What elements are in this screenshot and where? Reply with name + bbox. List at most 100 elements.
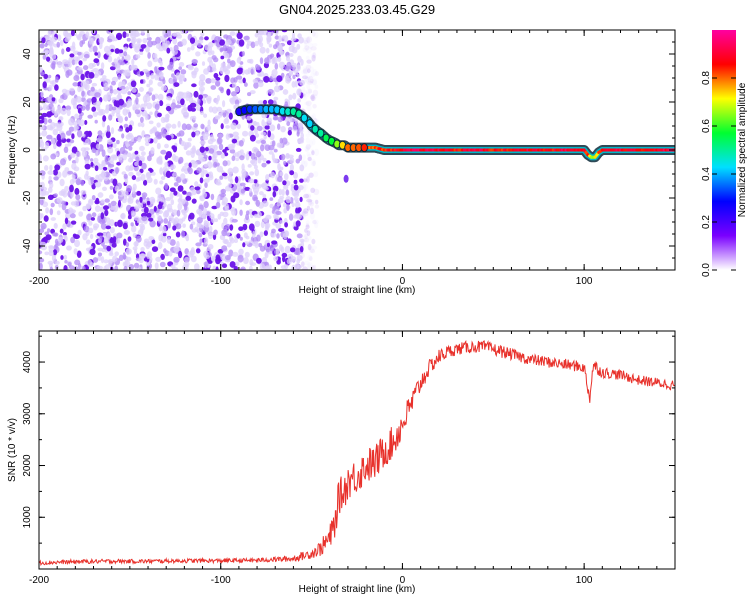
noise-speck xyxy=(140,44,147,49)
noise-speck xyxy=(48,250,54,257)
noise-speck xyxy=(309,66,314,73)
noise-speck xyxy=(244,82,248,87)
noise-speck xyxy=(255,199,260,207)
noise-speck xyxy=(46,56,51,62)
noise-speck xyxy=(196,208,203,215)
noise-speck xyxy=(175,104,182,109)
noise-speck xyxy=(139,253,146,259)
x-tick-label: -100 xyxy=(211,276,231,287)
noise-speck xyxy=(179,194,183,202)
noise-speck xyxy=(308,30,314,34)
noise-speck xyxy=(311,238,316,245)
noise-speck xyxy=(296,233,303,239)
noise-speck xyxy=(96,104,101,111)
noise-speck xyxy=(213,144,218,151)
noise-speck xyxy=(109,238,115,244)
noise-speck xyxy=(302,79,307,84)
noise-speck xyxy=(298,36,304,44)
noise-speck xyxy=(275,248,280,256)
noise-speck xyxy=(131,212,136,217)
noise-speck xyxy=(282,89,289,95)
noise-speck xyxy=(239,182,246,187)
noise-speck xyxy=(54,260,60,265)
noise-speck xyxy=(110,200,117,206)
noise-speck xyxy=(296,255,303,261)
noise-speck xyxy=(139,168,144,174)
noise-speck xyxy=(172,37,178,45)
noise-speck xyxy=(68,207,74,215)
snr-panel: -200 -100 0 100 1000 2000 3000 4000 Height of s… xyxy=(7,330,676,595)
noise-speck xyxy=(312,138,316,146)
noise-speck xyxy=(193,123,199,128)
noise-speck xyxy=(208,232,213,240)
noise-speck xyxy=(312,103,317,109)
noise-speck xyxy=(296,73,300,78)
noise-speck xyxy=(50,217,56,221)
noise-speck xyxy=(305,64,312,70)
noise-speck xyxy=(118,254,124,261)
noise-speck xyxy=(124,116,128,122)
noise-speck xyxy=(47,74,52,79)
noise-speck xyxy=(79,40,84,48)
noise-speck xyxy=(305,224,310,230)
noise-speck xyxy=(150,73,155,80)
noise-speck xyxy=(186,191,192,197)
noise-speck xyxy=(226,108,232,113)
noise-speck xyxy=(43,215,49,222)
noise-speck xyxy=(133,216,140,221)
noise-speck xyxy=(73,200,80,208)
noise-speck xyxy=(54,84,59,91)
noise-speck xyxy=(191,161,198,168)
noise-speck xyxy=(304,228,308,233)
noise-speck xyxy=(288,71,294,76)
noise-speck xyxy=(134,205,140,210)
noise-speck xyxy=(62,223,67,230)
noise-speck xyxy=(103,82,109,91)
noise-speck xyxy=(247,67,251,75)
noise-speck xyxy=(272,190,277,198)
noise-speck xyxy=(95,100,102,107)
noise-speck xyxy=(236,75,243,80)
noise-speck xyxy=(293,197,299,201)
noise-speck xyxy=(109,194,114,200)
noise-speck xyxy=(127,198,134,204)
noise-speck xyxy=(45,207,49,214)
noise-speck xyxy=(64,185,70,192)
noise-speck xyxy=(246,115,252,121)
noise-speck xyxy=(284,65,290,72)
noise-speck xyxy=(273,30,279,34)
noise-speck xyxy=(92,45,98,53)
noise-speck xyxy=(162,232,167,237)
noise-speck xyxy=(169,239,176,246)
noise-speck xyxy=(161,235,167,243)
noise-speck xyxy=(107,38,113,43)
noise-speck xyxy=(251,159,258,167)
noise-speck xyxy=(195,189,201,195)
noise-speck xyxy=(186,47,191,52)
noise-speck xyxy=(239,236,243,241)
noise-speck xyxy=(260,131,267,136)
noise-speck xyxy=(295,158,300,164)
noise-speck xyxy=(225,133,230,141)
noise-speck xyxy=(306,59,312,64)
noise-speck xyxy=(158,45,165,52)
noise-speck xyxy=(232,95,239,100)
noise-speck xyxy=(247,92,252,97)
noise-speck xyxy=(118,115,124,124)
noise-speck xyxy=(106,139,113,145)
noise-speck xyxy=(227,64,231,70)
noise-speck xyxy=(279,220,284,224)
noise-speck xyxy=(39,228,45,234)
noise-speck xyxy=(172,171,177,177)
noise-speck xyxy=(42,104,49,111)
noise-speck xyxy=(45,234,52,241)
noise-speck xyxy=(140,30,145,34)
noise-speck xyxy=(299,196,303,203)
x-tick-label: 0 xyxy=(400,276,406,287)
noise-speck xyxy=(140,79,144,84)
noise-speck xyxy=(84,138,90,145)
noise-speck xyxy=(302,183,308,191)
noise-speck xyxy=(138,160,143,167)
noise-speck xyxy=(213,229,218,236)
noise-speck xyxy=(291,40,295,48)
